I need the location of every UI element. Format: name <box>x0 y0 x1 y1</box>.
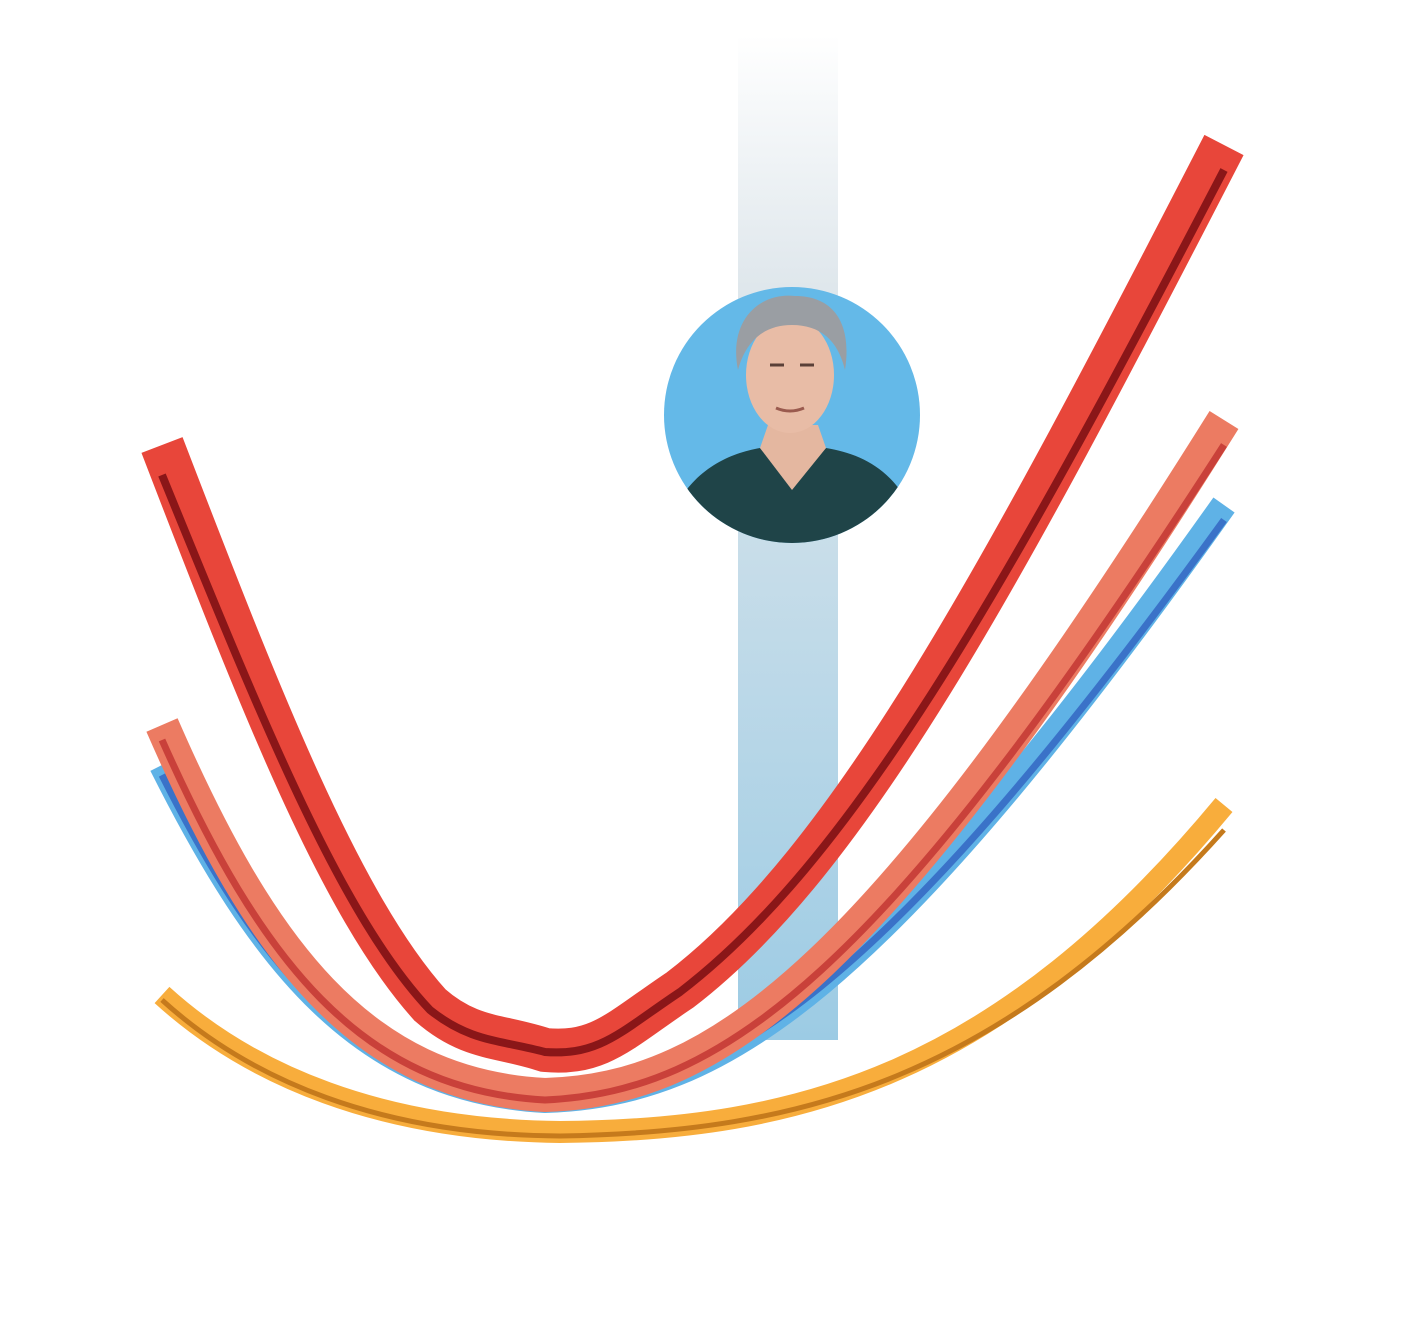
band <box>154 797 1233 1144</box>
avatar-face <box>746 317 834 433</box>
avatar-hair <box>736 295 847 370</box>
band-line <box>160 828 1226 1139</box>
band-line <box>158 168 1228 1057</box>
avatar <box>664 287 920 543</box>
band-line <box>158 443 1227 1104</box>
band <box>146 410 1239 1113</box>
red-band <box>141 134 1244 1073</box>
avatar-mouth <box>775 406 805 413</box>
avatar-neck <box>760 425 826 490</box>
orange-band <box>154 797 1233 1144</box>
middle-band <box>146 410 1239 1114</box>
band <box>141 134 1244 1073</box>
